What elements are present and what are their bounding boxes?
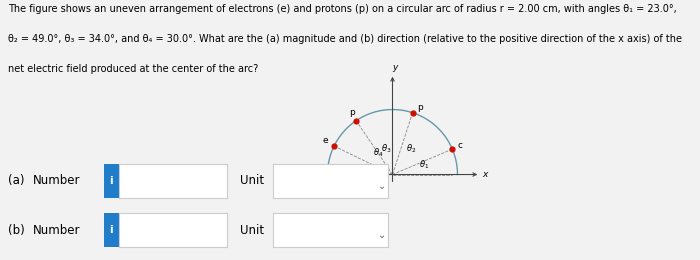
Text: i: i <box>109 225 113 235</box>
Text: (a): (a) <box>8 174 25 187</box>
Text: Unit: Unit <box>240 174 264 187</box>
Text: p: p <box>417 103 424 112</box>
Text: θ₂ = 49.0°, θ₃ = 34.0°, and θ₄ = 30.0°. What are the (a) magnitude and (b) direc: θ₂ = 49.0°, θ₃ = 34.0°, and θ₄ = 30.0°. … <box>8 34 682 44</box>
Text: $\theta_2$: $\theta_2$ <box>406 142 416 154</box>
Text: ⌄: ⌄ <box>377 230 386 240</box>
Text: ⌄: ⌄ <box>377 181 386 191</box>
Text: net electric field produced at the center of the arc?: net electric field produced at the cente… <box>8 64 258 74</box>
Text: e: e <box>322 136 328 145</box>
Text: Number: Number <box>33 224 80 237</box>
Text: p: p <box>349 108 355 117</box>
Text: Unit: Unit <box>240 224 264 237</box>
Text: i: i <box>109 176 113 186</box>
Text: $\theta_4$: $\theta_4$ <box>374 147 384 159</box>
Text: $\theta_1$: $\theta_1$ <box>419 159 430 171</box>
Text: (b): (b) <box>8 224 25 237</box>
Text: y: y <box>393 63 398 73</box>
Text: c: c <box>458 141 463 150</box>
Text: Number: Number <box>33 174 80 187</box>
Text: x: x <box>482 170 488 179</box>
Text: $\theta_3$: $\theta_3$ <box>382 142 391 155</box>
Text: The figure shows an uneven arrangement of electrons (e) and protons (p) on a cir: The figure shows an uneven arrangement o… <box>8 4 677 14</box>
